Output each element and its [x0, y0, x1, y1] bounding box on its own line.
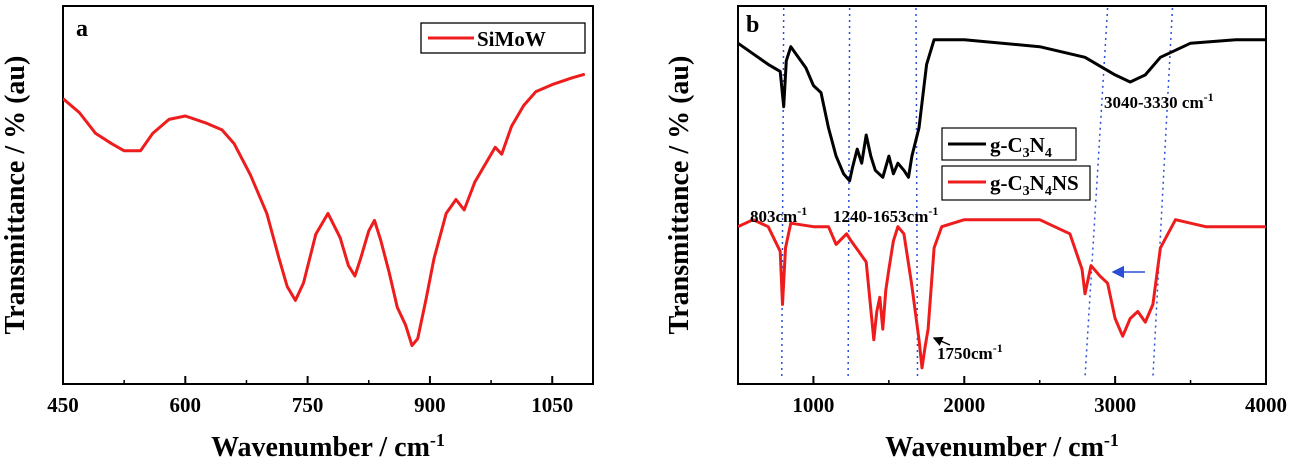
- annotation-1750: 1750cm-1: [937, 341, 1003, 363]
- gc3n4ns-legend-label: g-C3N4NS: [990, 171, 1079, 199]
- panel-a-x-ticks: 450 600 750 900 1050: [47, 376, 573, 417]
- panel-a-legend: SiMoW: [420, 22, 586, 54]
- simow-legend-label: SiMoW: [477, 27, 546, 51]
- panel-b: b 1000 2000 3000 4000 g-C3N4 g-C3N4NS 803cm…: [664, 5, 1287, 463]
- panel-a-frame: [62, 5, 594, 385]
- panel-b-frame: [737, 5, 1267, 385]
- panel-b-x-axis-label: Wavenumber / cm-1: [885, 430, 1119, 463]
- guide-line-2: [915, 7, 919, 379]
- annotation-3040-3330: 3040-3330 cm-1: [1104, 90, 1214, 112]
- annotation-1750-arrow: [932, 336, 951, 346]
- panel-a-y-axis-label: Transmittance / % (au): [0, 56, 31, 335]
- guide-line-1: [847, 7, 851, 379]
- x-tick-label: 450: [47, 393, 79, 417]
- gc3n4-legend-label: g-C3N4: [990, 133, 1052, 161]
- simow-series-line: [63, 72, 586, 348]
- guide-line-0: [780, 7, 785, 379]
- x-tick-label: 2000: [943, 393, 985, 417]
- annotation-803: 803cm-1: [750, 204, 807, 226]
- gc3n4-series-line: [738, 38, 1266, 183]
- guide-line-4: [1152, 7, 1174, 379]
- x-tick-label: 750: [292, 393, 324, 417]
- panel-b-legend: g-C3N4 g-C3N4NS: [941, 127, 1091, 201]
- gc3n4ns-series-line: [738, 218, 1266, 370]
- panel-a-legend-box: [420, 22, 586, 54]
- panel-a-letter: a: [76, 16, 88, 42]
- x-tick-label: 3000: [1094, 393, 1136, 417]
- x-tick-label: 900: [414, 393, 446, 417]
- x-tick-label: 4000: [1245, 393, 1287, 417]
- x-tick-label: 1050: [531, 393, 573, 417]
- panel-b-y-axis-label: Transmittance / % (au): [664, 56, 695, 335]
- panel-b-x-ticks: 1000 2000 3000 4000: [737, 376, 1287, 417]
- annotation-1240-1653: 1240-1653cm-1: [833, 204, 938, 226]
- gc3n4-legend-box: [941, 127, 1077, 161]
- panel-a-x-axis-label: Wavenumber / cm-1: [211, 430, 445, 463]
- panel-b-letter: b: [746, 12, 759, 38]
- panel-a: a 450 600 750 900 1050 SiMoW Wavenumber / cm…: [0, 5, 594, 463]
- x-tick-label: 600: [170, 393, 202, 417]
- x-tick-label: 1000: [792, 393, 834, 417]
